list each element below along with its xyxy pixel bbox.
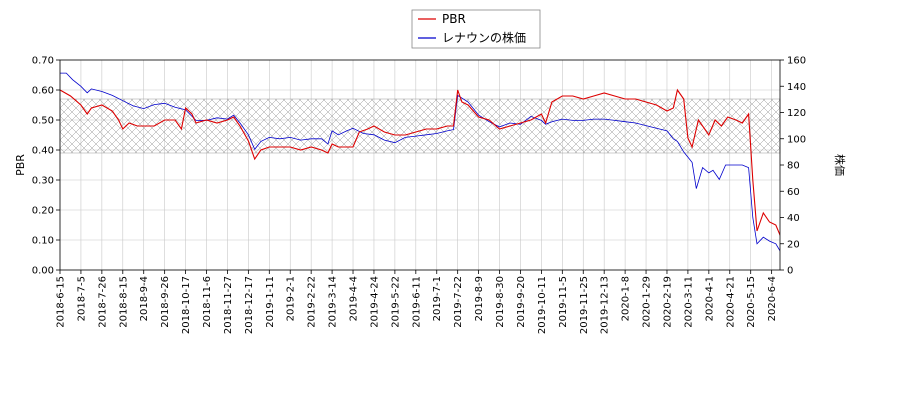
left-tick-label: 0.20 xyxy=(32,206,54,217)
x-tick-label: 2019-2-1 xyxy=(286,276,297,321)
x-tick-label: 2020-1-8 xyxy=(621,276,632,321)
left-axis-label: PBR xyxy=(14,154,27,176)
right-tick-label: 60 xyxy=(787,187,800,198)
left-tick-label: 0.40 xyxy=(32,146,54,157)
x-tick-label: 2018-10-17 xyxy=(181,276,192,334)
x-tick-label: 2019-7-1 xyxy=(432,276,443,321)
right-axis: 0 20 40 60 80 100 120 140 160 xyxy=(780,56,806,277)
x-tick-label: 2019-8-30 xyxy=(495,276,506,328)
reference-band xyxy=(59,98,781,154)
left-axis: 0.00 0.10 0.20 0.30 0.40 0.50 0.60 0.70 xyxy=(32,56,60,277)
x-tick-label: 2019-8-9 xyxy=(474,276,485,321)
x-tick-label: 2018-11-6 xyxy=(202,276,213,328)
x-tick-label: 2018-8-15 xyxy=(118,276,129,328)
left-tick-label: 0.10 xyxy=(32,236,54,247)
right-tick-label: 0 xyxy=(787,266,793,277)
x-tick-label: 2019-9-20 xyxy=(516,276,527,328)
right-tick-label: 140 xyxy=(787,82,806,93)
left-tick-label: 0.50 xyxy=(32,116,54,127)
x-tick-label: 2020-2-19 xyxy=(662,276,673,328)
x-tick-label: 2018-11-27 xyxy=(223,276,234,334)
x-tick-label: 2019-4-4 xyxy=(349,276,360,321)
x-tick-label: 2019-7-22 xyxy=(453,276,464,328)
x-tick-label: 2018-12-17 xyxy=(244,276,255,334)
plot-area xyxy=(60,60,780,270)
x-tick-label: 2018-9-4 xyxy=(139,276,150,321)
x-tick-label: 2019-11-25 xyxy=(579,276,590,334)
x-tick-label: 2018-9-26 xyxy=(160,276,171,328)
left-tick-label: 0.60 xyxy=(32,86,54,97)
series-line-pbr xyxy=(60,88,780,237)
right-axis-label: 株価 xyxy=(833,154,847,176)
x-tick-label: 2018-7-5 xyxy=(76,276,87,321)
x-tick-label: 2020-5-15 xyxy=(746,276,757,328)
right-tick-label: 80 xyxy=(787,161,800,172)
right-tick-label: 160 xyxy=(787,56,806,67)
x-tick-label: 2020-4-21 xyxy=(725,276,736,328)
left-tick-label: 0.30 xyxy=(32,176,54,187)
x-tick-label: 2019-4-24 xyxy=(369,276,380,328)
legend-label-price: レナウンの株価 xyxy=(442,30,526,45)
x-tick-label: 2019-11-5 xyxy=(558,276,569,328)
x-tick-label: 2020-6-4 xyxy=(767,276,778,321)
x-tick-label: 2019-2-22 xyxy=(307,276,318,328)
x-tick-label: 2019-3-14 xyxy=(328,276,339,328)
x-tick-label: 2020-4-1 xyxy=(704,276,715,321)
right-tick-label: 40 xyxy=(787,213,800,224)
x-tick-label: 2018-6-15 xyxy=(56,276,67,328)
left-tick-label: 0.70 xyxy=(32,56,54,67)
x-tick-label: 2020-3-11 xyxy=(683,276,694,328)
x-tick-label: 2019-5-22 xyxy=(390,276,401,328)
x-tick-label: 2019-6-11 xyxy=(411,276,422,328)
x-tick-label: 2019-10-11 xyxy=(537,276,548,334)
right-tick-label: 100 xyxy=(787,134,806,145)
right-tick-label: 20 xyxy=(787,239,800,250)
x-axis: 2018-6-15 2018-7-5 2018-7-26 2018-8-15 2018-… xyxy=(56,270,778,334)
legend-box xyxy=(411,9,541,49)
x-tick-label: 2019-12-13 xyxy=(600,276,611,334)
x-tick-label: 2020-1-29 xyxy=(642,276,653,328)
right-tick-label: 120 xyxy=(787,108,806,119)
x-tick-label: 2018-7-26 xyxy=(97,276,108,328)
legend-label-pbr: PBR xyxy=(442,12,466,26)
left-tick-label: 0.00 xyxy=(32,266,54,277)
series-line-price xyxy=(60,72,780,252)
x-tick-label: 2019-1-11 xyxy=(265,276,276,328)
legend: PBR レナウンの株価 xyxy=(411,9,541,49)
